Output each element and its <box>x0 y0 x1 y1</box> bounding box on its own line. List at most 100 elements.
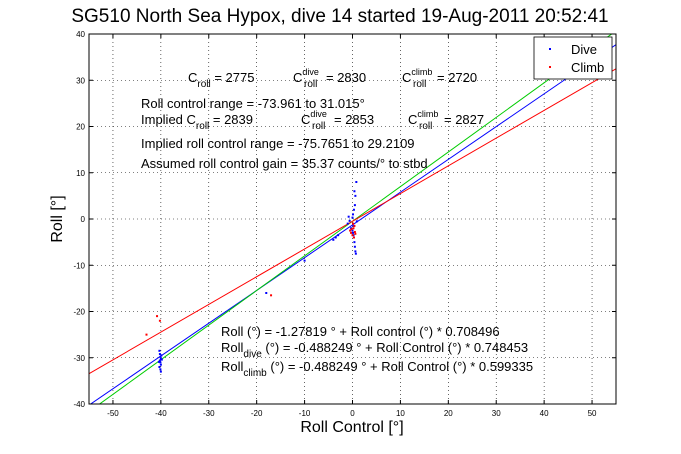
x-axis-label: Roll Control [°] <box>300 419 403 436</box>
point-dive <box>159 370 162 373</box>
annotation-implied-c-climb: Cclimb <box>408 109 438 127</box>
grid-lines <box>89 33 616 405</box>
point-dive <box>347 215 350 218</box>
point-dive <box>353 241 356 244</box>
x-tick-label: 50 <box>588 409 597 418</box>
point-dive <box>158 353 161 356</box>
point-dive <box>158 359 161 362</box>
annotation-c-roll-dive: Cdive <box>293 67 319 85</box>
point-dive <box>355 220 358 223</box>
point-climb <box>352 236 355 239</box>
point-climb <box>353 230 356 233</box>
point-dive <box>303 259 306 262</box>
point-dive <box>346 222 349 225</box>
annotation-implied-c-dive: Cdive <box>301 109 327 127</box>
annotation-c-roll-climb: Cclimb <box>402 67 432 85</box>
point-climb <box>351 222 354 225</box>
point-climb <box>350 228 353 231</box>
x-tick-label: 20 <box>444 409 453 418</box>
legend: Dive Climb <box>533 36 613 80</box>
point-dive <box>159 363 162 366</box>
annotation-c-roll-climb-value: = 2720 <box>437 70 477 85</box>
point-dive <box>351 216 354 219</box>
y-tick-label: -10 <box>73 261 85 270</box>
annotation-roll-control-range: Roll control range = -73.961 to 31.015° <box>141 96 365 111</box>
legend-box <box>533 36 613 80</box>
x-tick-label: -30 <box>203 409 215 418</box>
y-tick-label: 20 <box>76 123 85 132</box>
x-tick-label: 0 <box>350 409 355 418</box>
annotation-c-roll: Croll = 2775 <box>188 70 254 90</box>
point-climb <box>270 294 273 297</box>
point-dive <box>337 234 340 237</box>
point-dive <box>355 181 358 183</box>
point-climb <box>156 315 159 318</box>
x-tick-label: -10 <box>299 409 311 418</box>
y-tick-label: 40 <box>76 30 85 39</box>
point-dive <box>351 231 354 234</box>
y-axis-label: Roll [°] <box>49 195 66 242</box>
data-points <box>145 181 358 373</box>
point-dive <box>265 292 268 294</box>
fit-line-climb <box>89 68 616 375</box>
point-dive <box>353 204 356 207</box>
point-climb <box>354 232 357 235</box>
annotation-implied-c-climb-value: = 2827 <box>444 112 484 127</box>
point-dive <box>348 219 351 222</box>
legend-dive-marker <box>549 48 551 50</box>
point-dive <box>332 238 335 241</box>
axis-ticks: -50 -40 -30 -20 -10 0 10 20 30 40 50 -40 -30 -20 -10 0 1… <box>73 30 616 418</box>
y-tick-label: 0 <box>81 215 86 224</box>
x-tick-label: -50 <box>107 409 119 418</box>
legend-climb-label: Climb <box>571 60 604 75</box>
point-dive <box>157 360 160 363</box>
annotation-assumed-gain: Assumed roll control gain = 35.37 counts… <box>141 156 428 171</box>
point-dive <box>159 355 162 358</box>
point-climb <box>350 231 353 234</box>
annotation-c-roll-dive-sub: roll <box>304 79 317 90</box>
point-dive <box>354 252 357 255</box>
point-climb <box>352 227 355 230</box>
x-tick-label: 30 <box>492 409 501 418</box>
point-dive <box>159 368 162 371</box>
legend-climb-marker <box>549 66 551 68</box>
annotation-eq-dive: Rolldive (°) = -0.488249 ° + Roll Contro… <box>221 340 528 360</box>
annotation-c-roll-dive-value: = 2830 <box>326 70 366 85</box>
x-tick-label: -20 <box>251 409 263 418</box>
fit-lines <box>89 34 616 404</box>
point-dive <box>353 245 356 248</box>
annotation-implied-c-dive-sub: roll <box>312 121 325 132</box>
point-dive <box>354 250 357 253</box>
point-dive <box>354 194 357 197</box>
point-dive <box>353 190 356 193</box>
annotation-eq-climb: Rollclimb (°) = -0.488249 ° + Roll Contr… <box>221 359 533 379</box>
legend-dive-label: Dive <box>571 42 597 57</box>
point-dive <box>352 208 355 211</box>
point-climb <box>158 319 161 322</box>
point-dive <box>334 236 337 239</box>
x-tick-label: -40 <box>155 409 167 418</box>
y-tick-label: 30 <box>76 76 85 85</box>
point-dive <box>160 354 163 357</box>
point-dive <box>160 358 163 361</box>
y-tick-label: -40 <box>73 400 85 409</box>
point-dive <box>158 349 161 352</box>
fit-line-roll <box>89 44 616 404</box>
annotation-implied-c-dive-value: = 2853 <box>334 112 374 127</box>
annotation-eq-roll: Roll (°) = -1.27819 ° + Roll control (°)… <box>221 324 500 339</box>
y-tick-label: -30 <box>73 354 85 363</box>
y-tick-label: -20 <box>73 308 85 317</box>
point-climb <box>349 229 352 232</box>
point-dive <box>351 213 354 216</box>
chart-title: SG510 North Sea Hypox, dive 14 started 1… <box>71 6 608 27</box>
annotation-implied-c-roll: Implied Croll = 2839 <box>141 112 253 132</box>
point-dive <box>159 361 162 364</box>
annotation-implied-c-climb-sub: roll <box>419 121 432 132</box>
x-tick-label: 40 <box>540 409 549 418</box>
annotation-c-roll-climb-sub: roll <box>413 79 426 90</box>
point-climb <box>351 234 354 237</box>
x-tick-label: 10 <box>396 409 405 418</box>
y-tick-label: 10 <box>76 169 85 178</box>
annotation-implied-range: Implied roll control range = -75.7651 to… <box>141 136 415 151</box>
